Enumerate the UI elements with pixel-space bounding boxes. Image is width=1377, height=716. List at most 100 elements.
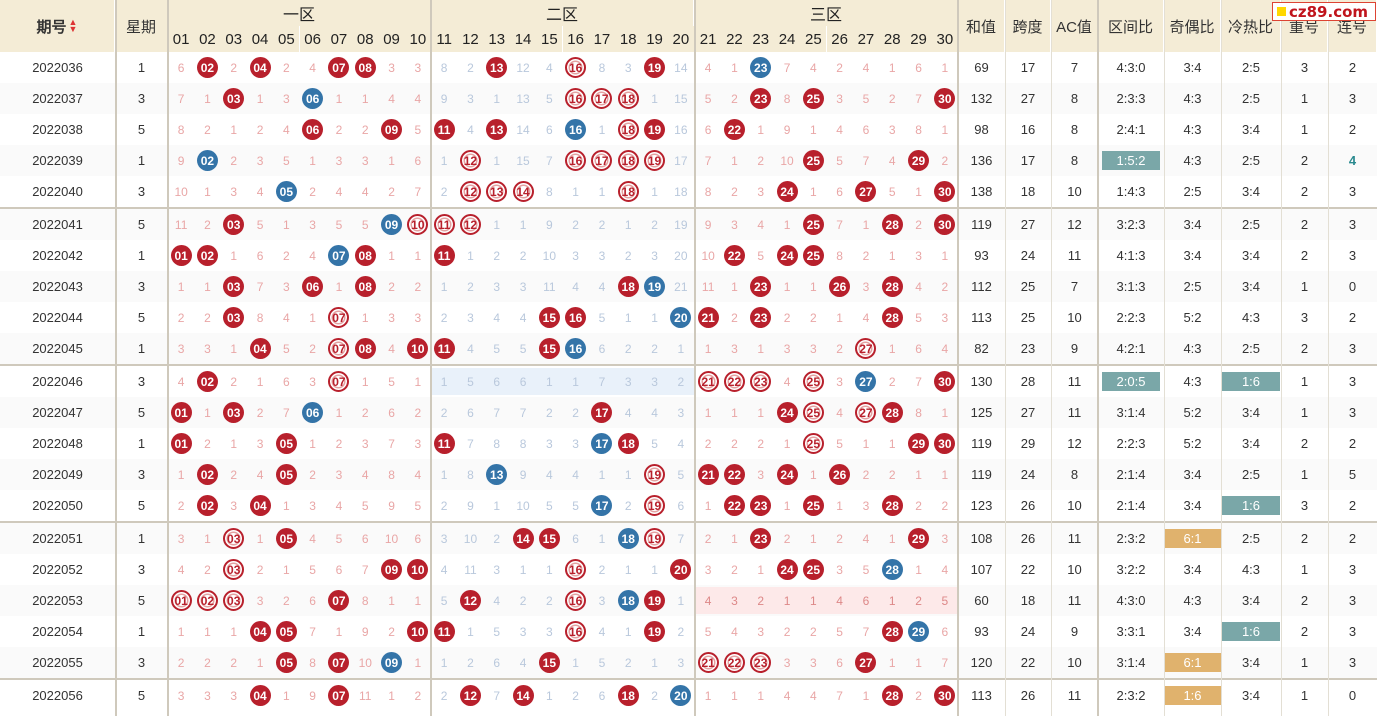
table-row[interactable]: 2022049 3 1 02 2 4 05 2 3 4 8 4 1 8 13 9 4 4 1 1 19 5 21 22 3 24 1… [0,459,1377,490]
red-ball[interactable]: 24 [776,559,798,580]
red-ball[interactable]: 11 [433,433,455,454]
red-ball[interactable]: 12 [459,685,481,706]
ring-ball[interactable]: 22 [723,371,745,392]
red-ball[interactable]: 01 [170,245,192,266]
red-ball[interactable]: 03 [223,88,245,109]
red-ball[interactable]: 07 [328,652,350,673]
red-ball[interactable]: 08 [354,57,376,78]
red-ball[interactable]: 19 [644,621,666,642]
red-ball[interactable]: 26 [829,464,851,485]
table-row[interactable]: 2022047 5 01 1 03 2 7 06 1 2 6 2 2 6 7 7 2 2 17 4 4 3 1 1 1 24 25 4… [0,397,1377,428]
red-ball[interactable]: 02 [196,495,218,516]
red-ball[interactable]: 05 [275,652,297,673]
ring-ball[interactable]: 17 [591,88,613,109]
table-row[interactable]: 2022039 1 9 02 2 3 5 1 3 3 1 6 1 12 1 15 7 16 17 18 19 17 7 1 2 1… [0,145,1377,176]
red-ball[interactable]: 23 [750,276,772,297]
red-ball[interactable]: 15 [538,652,560,673]
red-ball[interactable]: 28 [881,402,903,423]
red-ball[interactable]: 20 [670,559,692,580]
blue-ball[interactable]: 09 [381,214,403,235]
blue-ball[interactable]: 07 [328,245,350,266]
red-ball[interactable]: 15 [538,528,560,549]
red-ball[interactable]: 28 [881,214,903,235]
red-ball[interactable]: 06 [302,276,324,297]
blue-ball[interactable]: 27 [855,371,877,392]
red-ball[interactable]: 30 [934,181,956,202]
ring-ball[interactable]: 07 [328,338,350,359]
header-issue[interactable]: 期号 ▲ ▼ [0,0,115,52]
blue-ball[interactable]: 16 [565,119,587,140]
red-ball[interactable]: 29 [908,433,930,454]
ring-ball[interactable]: 12 [459,214,481,235]
blue-ball[interactable]: 16 [565,338,587,359]
ring-ball[interactable]: 03 [223,590,245,611]
red-ball[interactable]: 01 [170,433,192,454]
red-ball[interactable]: 13 [486,57,508,78]
red-ball[interactable]: 27 [855,652,877,673]
ring-ball[interactable]: 12 [459,181,481,202]
ring-ball[interactable]: 16 [565,57,587,78]
red-ball[interactable]: 25 [802,150,824,171]
red-ball[interactable]: 17 [591,402,613,423]
red-ball[interactable]: 10 [407,559,429,580]
red-ball[interactable]: 01 [170,402,192,423]
red-ball[interactable]: 25 [802,88,824,109]
red-ball[interactable]: 23 [750,528,772,549]
red-ball[interactable]: 11 [433,621,455,642]
red-ball[interactable]: 02 [196,245,218,266]
blue-ball[interactable]: 19 [644,276,666,297]
red-ball[interactable]: 15 [538,307,560,328]
ring-ball[interactable]: 13 [486,181,508,202]
red-ball[interactable]: 25 [802,495,824,516]
blue-ball[interactable]: 05 [275,181,297,202]
red-ball[interactable]: 27 [855,181,877,202]
table-row[interactable]: 2022045 1 3 3 1 04 5 2 07 08 4 10 11 4 5 5 15 16 6 2 2 1 1 3 1 3 3… [0,333,1377,364]
blue-ball[interactable]: 09 [381,652,403,673]
ring-ball[interactable]: 16 [565,150,587,171]
table-row[interactable]: 2022055 3 2 2 2 1 05 8 07 10 09 1 1 2 6 4 15 1 5 2 1 3 21 22 23 3… [0,647,1377,678]
blue-ball[interactable]: 02 [196,150,218,171]
red-ball[interactable]: 29 [908,528,930,549]
red-ball[interactable]: 05 [275,528,297,549]
ring-ball[interactable]: 25 [802,402,824,423]
red-ball[interactable]: 03 [223,402,245,423]
blue-ball[interactable]: 18 [617,528,639,549]
red-ball[interactable]: 07 [328,57,350,78]
red-ball[interactable]: 29 [908,150,930,171]
ring-ball[interactable]: 11 [433,214,455,235]
ring-ball[interactable]: 16 [565,559,587,580]
red-ball[interactable]: 22 [723,245,745,266]
red-ball[interactable]: 14 [512,685,534,706]
ring-ball[interactable]: 18 [617,119,639,140]
red-ball[interactable]: 25 [802,559,824,580]
ring-ball[interactable]: 03 [223,528,245,549]
red-ball[interactable]: 13 [486,119,508,140]
red-ball[interactable]: 02 [196,57,218,78]
ring-ball[interactable]: 23 [750,652,772,673]
table-row[interactable]: 2022048 1 01 2 1 3 05 1 2 3 7 3 11 7 8 8 3 3 17 18 5 4 2 2 2 1 25 5… [0,428,1377,459]
red-ball[interactable]: 18 [617,433,639,454]
table-row[interactable]: 2022050 5 2 02 3 04 1 3 4 5 9 5 2 9 1 10 5 5 17 2 19 6 1 22 23 1 2… [0,490,1377,521]
table-row[interactable]: 2022040 3 10 1 3 4 05 2 4 4 2 7 2 12 13 14 8 1 1 18 1 18 8 2 3 24… [0,176,1377,207]
blue-ball[interactable]: 13 [486,464,508,485]
red-ball[interactable]: 22 [723,495,745,516]
red-ball[interactable]: 19 [644,57,666,78]
red-ball[interactable]: 24 [776,464,798,485]
red-ball[interactable]: 03 [223,214,245,235]
red-ball[interactable]: 18 [617,685,639,706]
table-row[interactable]: 2022038 5 8 2 1 2 4 06 2 2 09 5 11 4 13 14 6 16 1 18 19 16 6 22… [0,114,1377,145]
table-row[interactable]: 2022053 5 01 02 03 3 2 6 07 8 1 1 5 12 4 2 2 16 3 18 19 1 4 3 2 1… [0,585,1377,616]
red-ball[interactable]: 08 [354,245,376,266]
ring-ball[interactable]: 19 [644,150,666,171]
table-row[interactable]: 2022037 3 7 1 03 1 3 06 1 1 4 4 9 3 1 13 5 16 17 18 1 15 5 2 23 8… [0,83,1377,114]
ring-ball[interactable]: 16 [565,590,587,611]
red-ball[interactable]: 23 [750,88,772,109]
table-row[interactable]: 2022054 1 1 1 1 04 05 7 1 9 2 10 11 1 5 3 3 16 4 1 19 2 5 4 3 2 2 5… [0,616,1377,647]
ring-ball[interactable]: 21 [697,652,719,673]
ring-ball[interactable]: 19 [644,495,666,516]
blue-ball[interactable]: 20 [670,307,692,328]
red-ball[interactable]: 09 [381,119,403,140]
red-ball[interactable]: 30 [934,685,956,706]
ring-ball[interactable]: 14 [512,181,534,202]
red-ball[interactable]: 10 [407,621,429,642]
